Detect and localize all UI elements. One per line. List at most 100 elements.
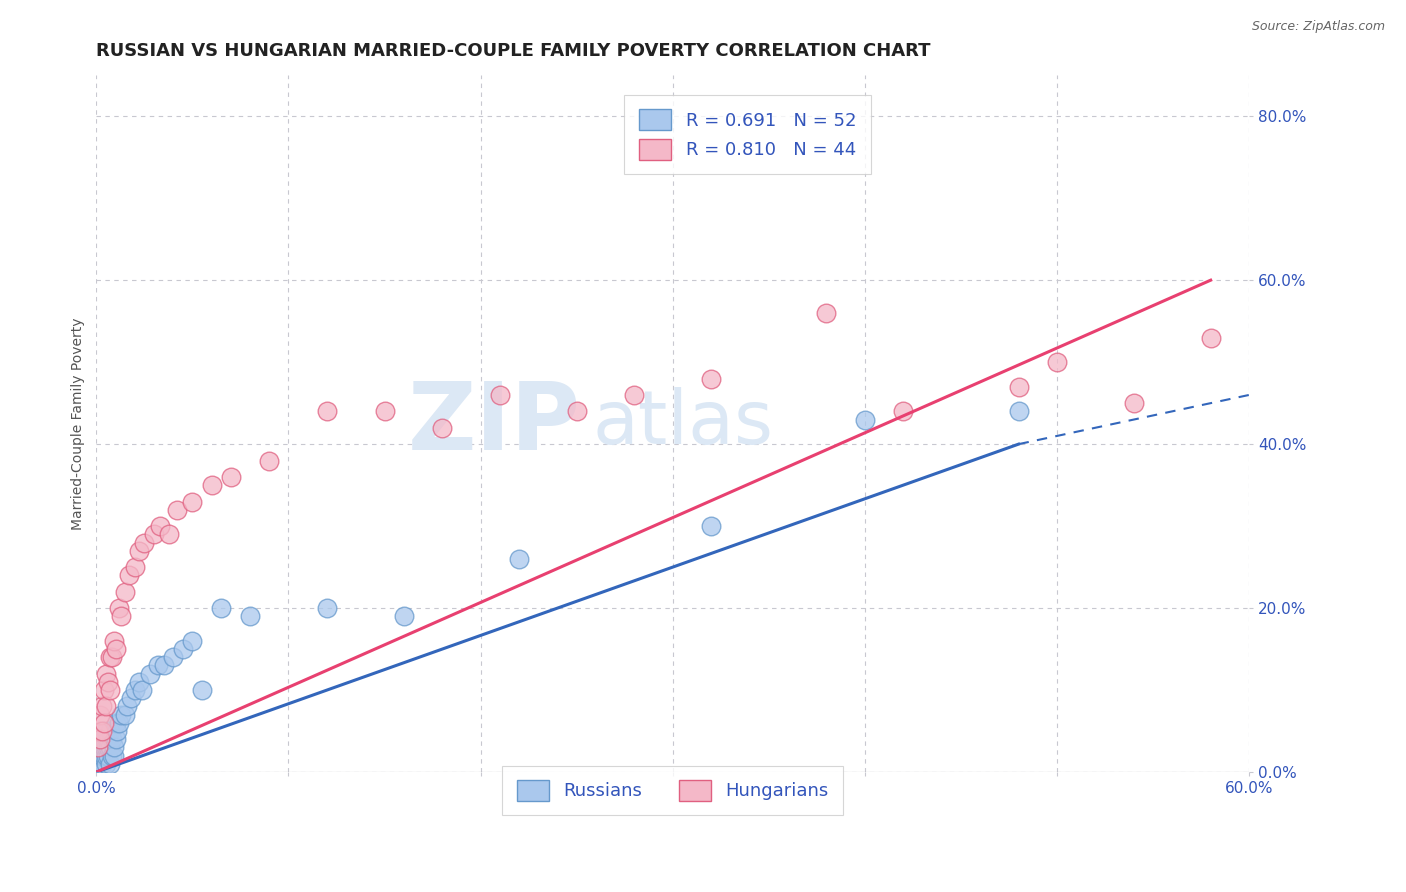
Point [110, 707, 132, 722]
Point [700, 519, 723, 533]
Point [91, 724, 114, 739]
Text: Source: ZipAtlas.com: Source: ZipAtlas.com [1251, 20, 1385, 33]
Point [488, 388, 510, 402]
Point [94, 756, 117, 771]
Point [565, 404, 588, 418]
Point [623, 388, 645, 402]
Point [97, 732, 120, 747]
Text: atlas: atlas [592, 387, 773, 460]
Point [93, 715, 115, 730]
Point [100, 732, 122, 747]
Point [1007, 380, 1029, 394]
Point [146, 658, 169, 673]
Point [1046, 355, 1069, 369]
Point [128, 543, 150, 558]
Point [259, 453, 281, 467]
Point [430, 421, 453, 435]
Point [107, 724, 129, 739]
Point [1199, 330, 1222, 344]
Point [91, 748, 114, 763]
Point [94, 724, 117, 739]
Point [201, 478, 224, 492]
Point [93, 748, 115, 763]
Point [374, 404, 396, 418]
Point [100, 748, 122, 763]
Point [108, 601, 131, 615]
Point [166, 502, 188, 516]
Point [157, 527, 180, 541]
Point [98, 756, 121, 771]
Point [93, 740, 115, 755]
Point [104, 732, 127, 747]
Point [98, 683, 121, 698]
Point [124, 560, 146, 574]
Point [219, 470, 242, 484]
Point [316, 601, 339, 615]
Point [181, 494, 204, 508]
Point [115, 699, 138, 714]
Point [1122, 396, 1144, 410]
Point [104, 642, 127, 657]
Point [89, 707, 111, 722]
Point [118, 568, 141, 582]
Point [97, 748, 120, 763]
Point [89, 732, 111, 747]
Point [94, 740, 117, 755]
Point [97, 740, 120, 755]
Point [114, 707, 136, 722]
Text: ZIP: ZIP [408, 377, 581, 470]
Point [103, 740, 125, 755]
Point [131, 683, 153, 698]
Point [91, 740, 114, 755]
Point [114, 584, 136, 599]
Point [91, 756, 114, 771]
Point [94, 748, 117, 763]
Point [209, 601, 232, 615]
Point [98, 724, 121, 739]
Point [853, 412, 876, 426]
Point [134, 535, 156, 549]
Point [103, 633, 125, 648]
Point [1007, 404, 1029, 418]
Point [316, 404, 339, 418]
Point [87, 740, 110, 755]
Point [162, 650, 184, 665]
Point [120, 691, 142, 706]
Point [508, 552, 530, 566]
Point [91, 732, 114, 747]
Point [103, 748, 125, 763]
Point [93, 683, 115, 698]
Point [239, 609, 262, 624]
Point [128, 674, 150, 689]
Point [143, 527, 166, 541]
Point [191, 683, 214, 698]
Point [181, 633, 204, 648]
Point [392, 609, 415, 624]
Point [94, 699, 117, 714]
Point [87, 724, 110, 739]
Point [149, 519, 172, 533]
Point [124, 683, 146, 698]
Point [98, 650, 121, 665]
Legend: Russians, Hungarians: Russians, Hungarians [502, 765, 844, 815]
Point [89, 756, 111, 771]
Point [87, 740, 110, 755]
Point [139, 666, 162, 681]
Point [700, 371, 723, 385]
Point [152, 658, 174, 673]
Point [891, 404, 914, 418]
Point [97, 674, 120, 689]
Point [89, 748, 111, 763]
Point [104, 715, 127, 730]
Point [93, 724, 115, 739]
Text: RUSSIAN VS HUNGARIAN MARRIED-COUPLE FAMILY POVERTY CORRELATION CHART: RUSSIAN VS HUNGARIAN MARRIED-COUPLE FAMI… [97, 42, 931, 60]
Y-axis label: Married-Couple Family Poverty: Married-Couple Family Poverty [72, 318, 86, 530]
Point [815, 306, 838, 320]
Point [87, 748, 110, 763]
Point [108, 715, 131, 730]
Point [100, 650, 122, 665]
Point [172, 642, 194, 657]
Point [94, 666, 117, 681]
Point [89, 732, 111, 747]
Point [98, 740, 121, 755]
